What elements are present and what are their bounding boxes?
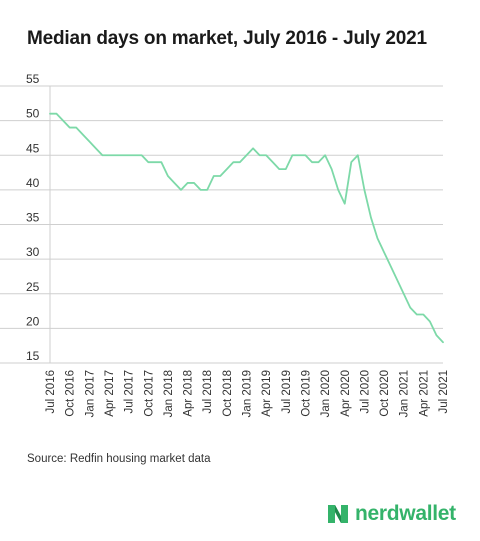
nerdwallet-logo-text: nerdwallet (355, 502, 456, 525)
source-note: Source: Redfin housing market data (27, 453, 211, 465)
chart-title: Median days on market, July 2016 - July … (27, 28, 427, 49)
x-tick-label: Jul 2021 (438, 370, 450, 413)
x-tick-label: Jan 2020 (320, 370, 332, 417)
x-tick-label: Oct 2020 (379, 370, 391, 417)
y-tick-label: 50 (26, 107, 40, 121)
x-tick-label: Apr 2017 (104, 370, 116, 417)
y-tick-label: 45 (26, 141, 40, 155)
nerdwallet-logo-mark-icon (328, 505, 348, 523)
y-tick-label: 20 (26, 314, 40, 328)
y-axis-ticks: 55 50 45 40 35 30 25 20 15 (26, 72, 40, 363)
y-tick-label: 55 (26, 72, 40, 86)
x-tick-label: Jul 2020 (359, 370, 371, 413)
x-tick-label: Oct 2018 (222, 370, 234, 417)
nerdwallet-logo[interactable]: nerdwallet (326, 502, 456, 526)
x-tick-label: Jul 2017 (124, 370, 136, 413)
y-tick-label: 40 (26, 176, 40, 190)
x-tick-label: Jul 2016 (45, 370, 57, 413)
y-tick-label: 30 (26, 245, 40, 259)
x-tick-label: Oct 2016 (65, 370, 77, 417)
x-tick-label: Jan 2021 (399, 370, 411, 417)
x-tick-label: Jul 2018 (202, 370, 214, 413)
x-tick-label: Jan 2017 (84, 370, 96, 417)
x-tick-label: Apr 2021 (418, 370, 430, 417)
x-axis-ticks: Jul 2016 Oct 2016 Jan 2017 Apr 2017 Jul 2017… (45, 370, 450, 417)
series-line (49, 112, 444, 344)
grid-lines (0, 85, 443, 364)
x-tick-label: Jan 2019 (242, 370, 254, 417)
x-tick-label: Apr 2020 (340, 370, 352, 417)
x-tick-label: Jan 2018 (163, 370, 175, 417)
x-tick-label: Apr 2019 (261, 370, 273, 417)
x-tick-label: Jul 2019 (281, 370, 293, 413)
y-tick-label: 15 (26, 349, 40, 363)
y-tick-label: 35 (26, 211, 40, 225)
x-tick-label: Oct 2019 (300, 370, 312, 417)
x-tick-label: Apr 2018 (183, 370, 195, 417)
y-tick-label: 25 (26, 280, 40, 294)
x-tick-label: Oct 2017 (143, 370, 155, 417)
series-layer (49, 112, 444, 344)
